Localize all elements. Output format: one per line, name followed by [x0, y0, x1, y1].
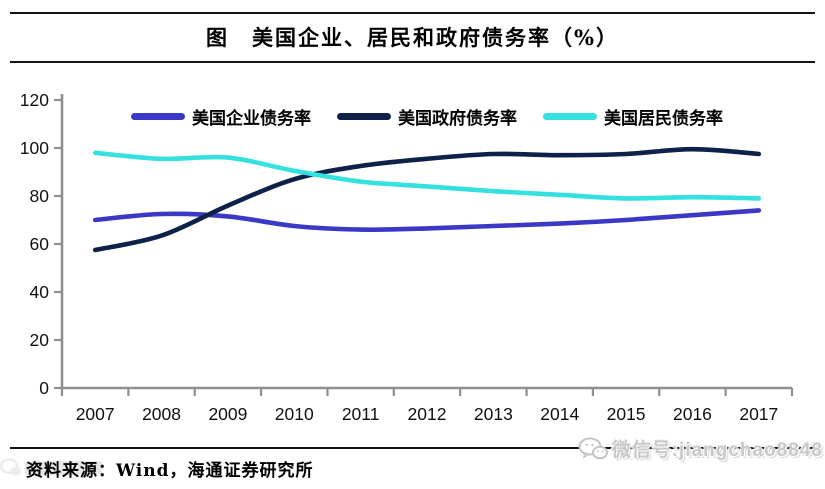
x-tick-label: 2017 — [739, 404, 778, 424]
x-tick-label: 2014 — [540, 404, 579, 424]
wechat-icon — [578, 437, 608, 459]
y-tick-label: 100 — [20, 138, 49, 158]
title-divider — [10, 61, 815, 63]
top-divider — [10, 12, 815, 14]
legend-label-1: 美国政府债务率 — [398, 109, 517, 129]
y-tick-label: 20 — [30, 330, 50, 350]
chart-legend: 美国企业债务率 美国政府债务率 美国居民债务率 — [62, 104, 792, 129]
y-tick-label: 0 — [39, 378, 49, 398]
x-tick-label: 2007 — [76, 404, 115, 424]
y-tick-label: 60 — [30, 234, 50, 254]
page-title: 图 美国企业、居民和政府债务率（%） — [206, 25, 619, 50]
watermark-wechat: 微信号:jiangchao8848 — [578, 435, 823, 462]
x-tick-label: 2016 — [673, 404, 712, 424]
x-tick-label: 2008 — [142, 404, 181, 424]
bottom-divider — [10, 447, 815, 449]
legend-item-1: 美国政府债务率 — [337, 104, 517, 129]
wechat-id-label: 微信号:jiangchao8848 — [611, 440, 823, 461]
x-tick-label: 2012 — [408, 404, 447, 424]
legend-item-2: 美国居民债务率 — [543, 104, 723, 129]
x-tick-label: 2010 — [275, 404, 314, 424]
x-tick-label: 2009 — [208, 404, 247, 424]
source-note: 资料来源：Wind，海通证券研究所 — [26, 461, 314, 481]
legend-label-2: 美国居民债务率 — [604, 109, 723, 129]
series-line-1 — [92, 146, 762, 253]
y-tick-label: 120 — [20, 90, 49, 110]
chart-area: 0 20 40 60 80 100 120 2007 2008 2009 2010 2011 2012 2… — [0, 70, 825, 425]
series-line-2 — [92, 150, 762, 201]
line-chart: 0 20 40 60 80 100 120 2007 2008 2009 2010 2011 2012 2… — [20, 90, 794, 424]
legend-item-0: 美国企业债务率 — [131, 104, 311, 129]
wechat-icon-faint — [0, 458, 22, 476]
watermark-smudge — [25, 461, 83, 475]
legend-swatch-1 — [337, 113, 391, 120]
legend-swatch-0 — [131, 113, 185, 120]
y-tick-label: 80 — [30, 186, 50, 206]
legend-label-0: 美国企业债务率 — [192, 109, 311, 129]
x-tick-label: 2015 — [607, 404, 646, 424]
y-tick-label: 40 — [30, 282, 50, 302]
watermark-smudge — [86, 461, 102, 475]
legend-swatch-2 — [543, 113, 597, 120]
x-tick-label: 2013 — [474, 404, 513, 424]
watermark-left — [0, 453, 110, 483]
x-tick-label: 2011 — [342, 404, 380, 424]
